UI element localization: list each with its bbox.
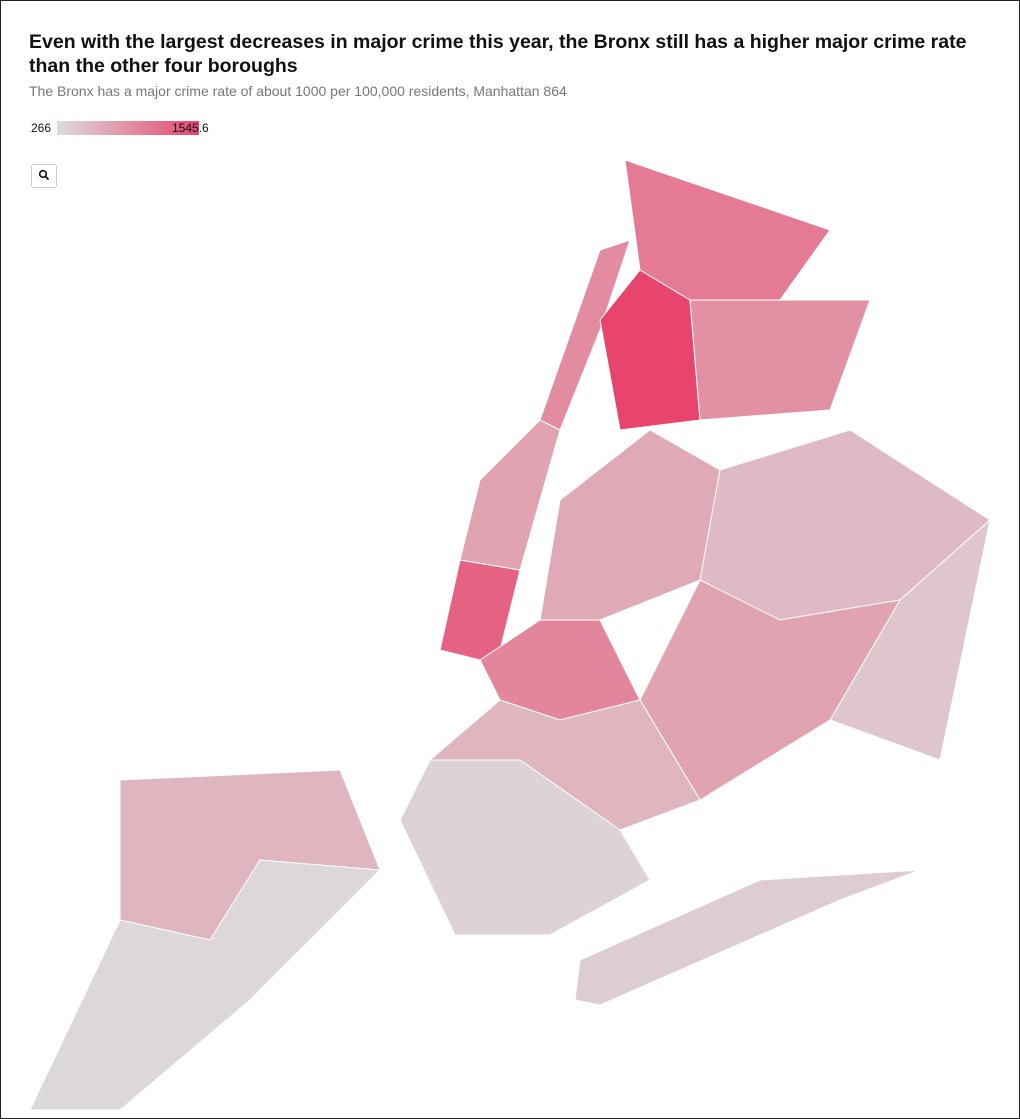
region[interactable] — [459, 419, 561, 571]
region[interactable] — [574, 869, 921, 1006]
search-icon — [38, 169, 50, 180]
region[interactable] — [689, 299, 871, 421]
region[interactable] — [624, 159, 831, 301]
legend-gradient — [57, 121, 199, 135]
title: Even with the largest decreases in major… — [29, 31, 967, 77]
search-button[interactable] — [31, 164, 57, 188]
region[interactable] — [439, 559, 521, 661]
region[interactable] — [539, 429, 721, 621]
legend-min: 266 — [31, 121, 52, 135]
subtitle: The Bronx has a major crime rate of abou… — [29, 83, 567, 99]
legend-max: 1545.6 — [172, 121, 209, 135]
region[interactable] — [539, 239, 631, 431]
region[interactable] — [29, 859, 382, 1111]
region[interactable] — [399, 759, 651, 936]
